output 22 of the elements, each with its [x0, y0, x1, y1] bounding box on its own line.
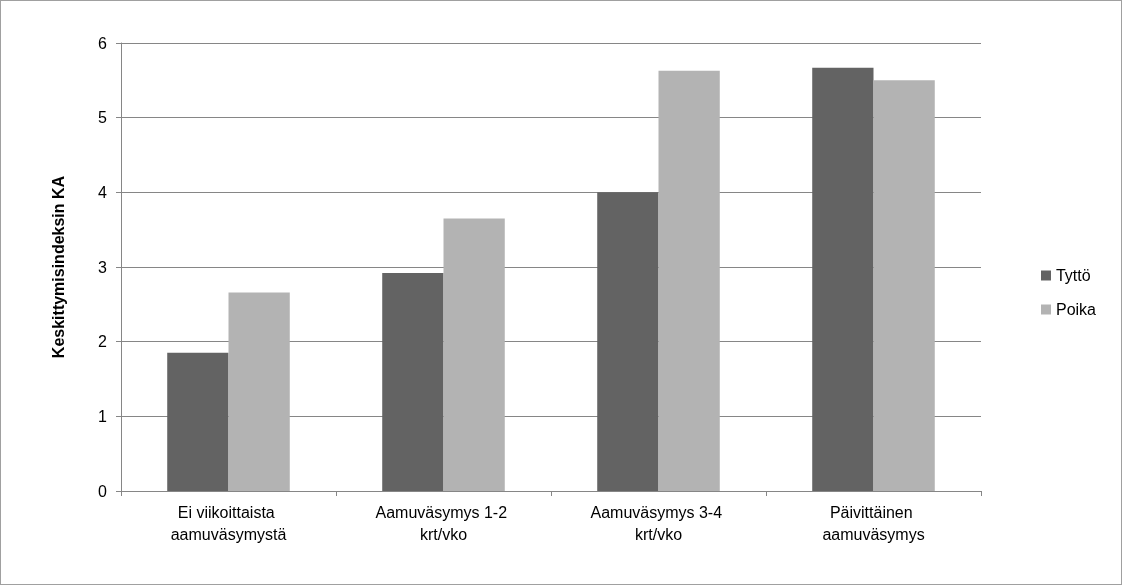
y-tick-label: 1 — [98, 407, 108, 425]
bar — [443, 218, 505, 491]
y-axis-title: Keskittymisindeksin KA — [49, 175, 67, 359]
bar — [228, 292, 290, 491]
bar — [167, 352, 229, 491]
x-tick-label: Aamuväsymys 3-4 krt/vko — [590, 503, 727, 543]
y-tick-label: 0 — [98, 482, 108, 500]
bar — [382, 272, 444, 491]
x-tick-label: Päivittäinen aamuväsymys — [822, 503, 925, 543]
x-tick-label: Aamuväsymys 1-2 krt/vko — [375, 503, 512, 543]
y-tick-label: 5 — [98, 109, 108, 127]
legend-label: Tyttö — [1055, 267, 1091, 284]
y-tick-label: 3 — [98, 258, 108, 276]
bar — [873, 80, 935, 491]
bar — [597, 192, 659, 491]
bar — [658, 70, 720, 491]
y-tick-label: 4 — [98, 183, 108, 201]
bar — [812, 67, 874, 491]
x-tick-label: Ei viikoittaista aamuväsymystä — [170, 503, 287, 543]
legend-label: Poika — [1055, 301, 1097, 318]
y-tick-label: 6 — [98, 34, 108, 52]
y-tick-label: 2 — [98, 333, 108, 351]
